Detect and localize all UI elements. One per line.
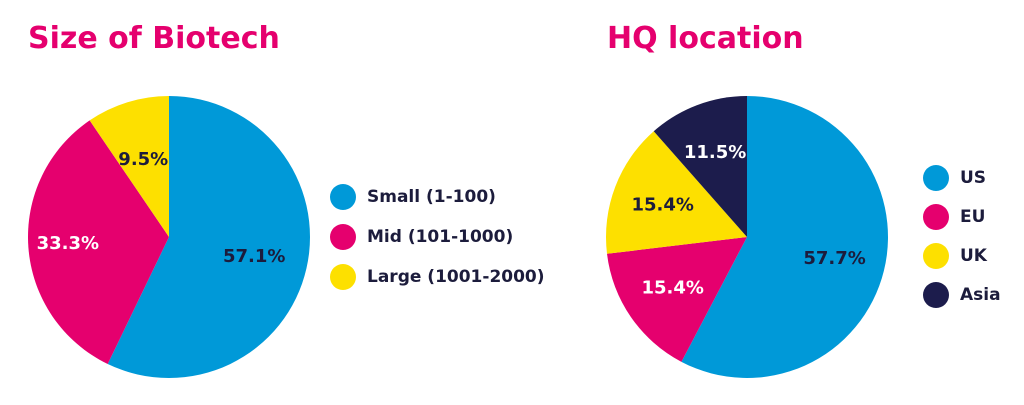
pie-slice-small-1-100 bbox=[107, 96, 310, 378]
legend-label-us: US bbox=[960, 168, 986, 188]
pie-slice-asia bbox=[653, 96, 747, 237]
value-label-small-1-100: 57.1% bbox=[223, 246, 285, 267]
legend-swatch-us bbox=[923, 165, 949, 191]
legend-swatch-mid-101-1000 bbox=[330, 224, 356, 250]
legend-swatch-eu bbox=[923, 204, 949, 230]
pie-slices bbox=[27, 96, 310, 378]
legend-label-mid-101-1000: Mid (101-1000) bbox=[367, 227, 513, 247]
chart-title: Size of Biotech bbox=[28, 21, 280, 56]
pie-slice-eu bbox=[607, 237, 747, 362]
value-label-us: 57.7% bbox=[803, 248, 865, 269]
legend-label-uk: UK bbox=[960, 246, 988, 266]
legend-swatch-small-1-100 bbox=[330, 184, 356, 210]
legend-swatch-large-1001-2000 bbox=[330, 264, 356, 290]
legend-swatch-uk bbox=[923, 243, 949, 269]
chart-hq-location: HQ location 57.7% 15.4% 15.4% 11.5% US EU UK A… bbox=[605, 21, 1001, 378]
pie-value-labels: 57.7% 15.4% 15.4% 11.5% bbox=[631, 142, 865, 299]
pie-slice-mid-101-1000 bbox=[27, 120, 169, 364]
pie-slice-us bbox=[681, 96, 888, 378]
value-label-mid-101-1000: 33.3% bbox=[37, 233, 99, 254]
chart-title: HQ location bbox=[607, 21, 804, 56]
value-label-large-1001-2000: 9.5% bbox=[118, 149, 168, 170]
pie-slice-uk bbox=[605, 131, 747, 254]
value-label-uk: 15.4% bbox=[631, 194, 693, 215]
legend-label-large-1001-2000: Large (1001-2000) bbox=[367, 267, 545, 287]
value-label-asia: 11.5% bbox=[684, 142, 746, 163]
legend-label-eu: EU bbox=[960, 207, 985, 227]
pie-slices bbox=[605, 96, 888, 378]
legend-label-small-1-100: Small (1-100) bbox=[367, 187, 496, 207]
legend-label-asia: Asia bbox=[960, 285, 1001, 305]
legend-swatch-asia bbox=[923, 282, 949, 308]
value-label-eu: 15.4% bbox=[641, 278, 703, 299]
pie-value-labels: 57.1% 33.3% 9.5% bbox=[37, 149, 286, 267]
chart-size-of-biotech: Size of Biotech 57.1% 33.3% 9.5% Small (1-… bbox=[27, 21, 545, 378]
pie-slice-large-1001-2000 bbox=[89, 96, 169, 237]
legend: US EU UK Asia bbox=[923, 165, 1001, 308]
legend: Small (1-100) Mid (101-1000) Large (1001-2… bbox=[330, 184, 545, 290]
